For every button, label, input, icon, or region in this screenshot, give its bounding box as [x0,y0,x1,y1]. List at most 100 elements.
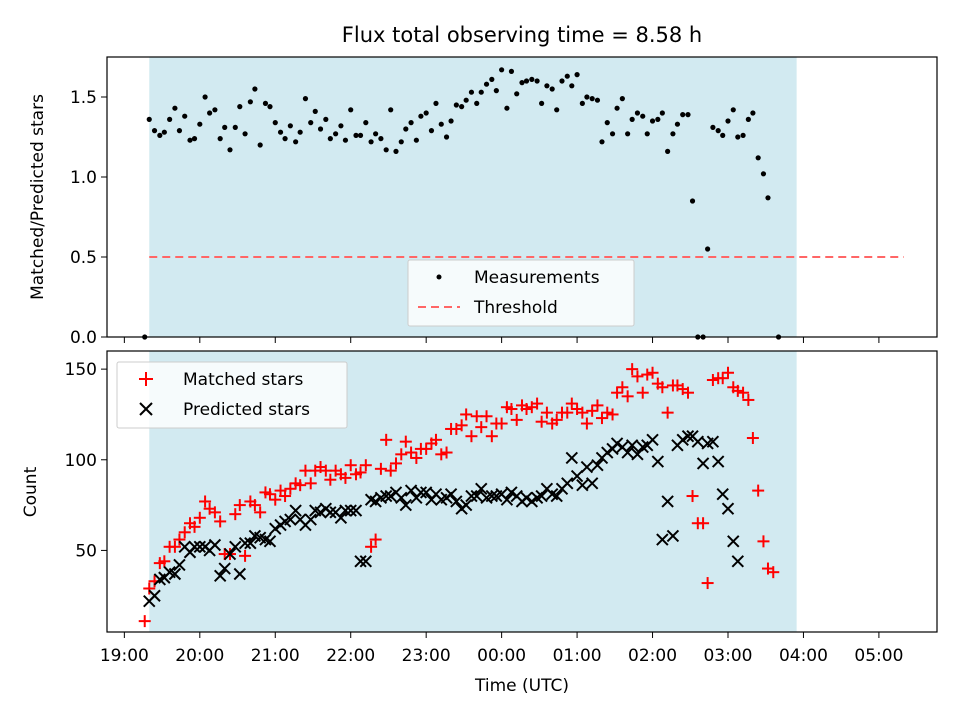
matched-star-point [178,526,191,539]
measurement-point [644,131,650,137]
matched-star-point [455,419,468,432]
predicted-star-point [535,489,548,503]
predicted-star-point [148,589,161,602]
predicted-star-point [284,513,297,526]
predicted-star-point [550,489,563,503]
predicted-star-point [344,504,357,517]
bottom-y-tick-label: 100 [65,451,97,471]
predicted-star-point [520,491,533,505]
measurement-point [629,116,635,122]
measurement-point [151,128,158,134]
bottom-ylabel: Count [21,466,41,517]
x-tick-label: 03:00 [703,646,752,666]
matched-star-point [239,549,252,562]
x-tick-label: 20:00 [175,646,224,666]
predicted-star-point [188,540,201,554]
top-legend-box [407,259,635,327]
matched-star-point [611,386,624,399]
measurement-point [614,105,620,111]
matched-star-point [595,412,608,425]
predicted-star-point [213,569,227,583]
predicted-star-point [625,439,639,452]
x-axis-label: Time (UTC) [474,676,569,696]
matched-star-point [746,432,759,445]
measurement-point [217,136,223,142]
matched-star-point [636,386,649,399]
matched-star-point [495,417,508,430]
matched-star-point [214,515,227,528]
top-y-tick-label: 0.0 [70,328,97,348]
predicted-star-point [229,540,242,554]
measurement-point [674,121,681,127]
matched-star-point [143,582,156,595]
measurement-point [665,148,671,154]
matched-star-point [631,370,644,383]
x-tick-label: 21:00 [251,646,300,666]
measurements-series [142,67,782,340]
measurement-point [172,105,178,111]
predicted-star-point [419,486,433,499]
top-axes-frame [106,56,938,338]
measurement-point [740,132,746,138]
measurement-point [689,198,696,204]
measurement-point [735,134,741,140]
measurement-point [599,139,605,145]
matched-star-point [168,540,181,553]
matched-star-point [369,533,382,546]
matched-star-point [505,403,518,416]
measurement-point [705,246,711,252]
predicted-star-point [696,457,710,470]
measurement-point [237,104,243,110]
measurement-point [398,139,404,145]
matched-star-point [405,446,418,459]
measurement-point [373,131,379,137]
measurement-point [403,126,409,132]
predicted-star-point [666,529,680,543]
measurement-point [745,116,751,122]
x-tick-label: 04:00 [779,646,828,666]
bottom-y-tick-label: 50 [75,541,97,561]
measurement-point [584,94,590,100]
measurement-point [176,128,183,134]
matched-star-point [158,555,171,568]
bottom-x-ticks: 19:00 20:00 21:00 22:00 23:00 00:00 01:00 02:00… [100,632,903,666]
measurement-point [378,136,384,142]
matched-star-point [399,435,412,448]
x-tick-label: 01:00 [553,646,602,666]
predicted-star-point [404,484,418,497]
measurement-point [760,171,767,177]
matched-star-point [359,459,372,472]
measurement-point [191,136,198,142]
measurement-point [519,80,525,86]
measurement-point [549,86,555,92]
matched-star-point [701,577,714,590]
predicted-star-point [379,489,393,503]
predicted-star-point [565,451,579,465]
matched-star-point [510,413,523,426]
measurement-point [353,132,359,138]
predicted-star-point [173,558,186,572]
measurement-point [534,78,540,84]
predicted-star-point [706,435,720,448]
measurement-point [504,105,510,111]
measurement-point [297,129,303,135]
matched-star-point [682,386,694,399]
predicted-star-point [459,498,473,512]
predicted-star-point [450,495,463,508]
measurement-point [544,83,550,89]
measurement-point [423,110,429,116]
matched-star-point [621,390,634,403]
matched-star-point [480,410,493,423]
measurement-point [413,137,419,143]
predicted-star-point [334,511,348,524]
predicted-star-point [631,448,644,461]
top-y-tick-label: 1.5 [70,88,97,108]
measurement-point [197,121,203,127]
matched-star-point [661,406,674,419]
matched-star-point [485,430,498,443]
measurement-point [146,116,152,122]
matched-star-point [606,408,619,421]
matched-star-point [616,381,629,394]
bottom-legend: Matched stars Predicted stars [116,361,348,429]
